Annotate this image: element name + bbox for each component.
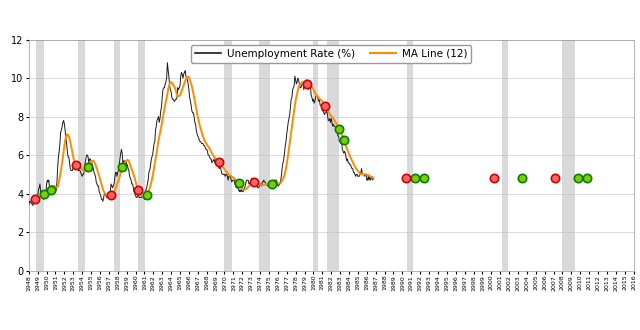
Bar bbox=[407, 40, 413, 271]
Legend: Unemployment Rate (%), MA Line (12): Unemployment Rate (%), MA Line (12) bbox=[191, 45, 471, 63]
Bar bbox=[114, 40, 120, 271]
Bar bbox=[36, 40, 44, 271]
Bar bbox=[314, 40, 318, 271]
Bar bbox=[562, 40, 575, 271]
Bar bbox=[259, 40, 271, 271]
Bar bbox=[327, 40, 339, 271]
Bar bbox=[138, 40, 145, 271]
Bar bbox=[224, 40, 232, 271]
Bar bbox=[502, 40, 508, 271]
Bar bbox=[77, 40, 85, 271]
